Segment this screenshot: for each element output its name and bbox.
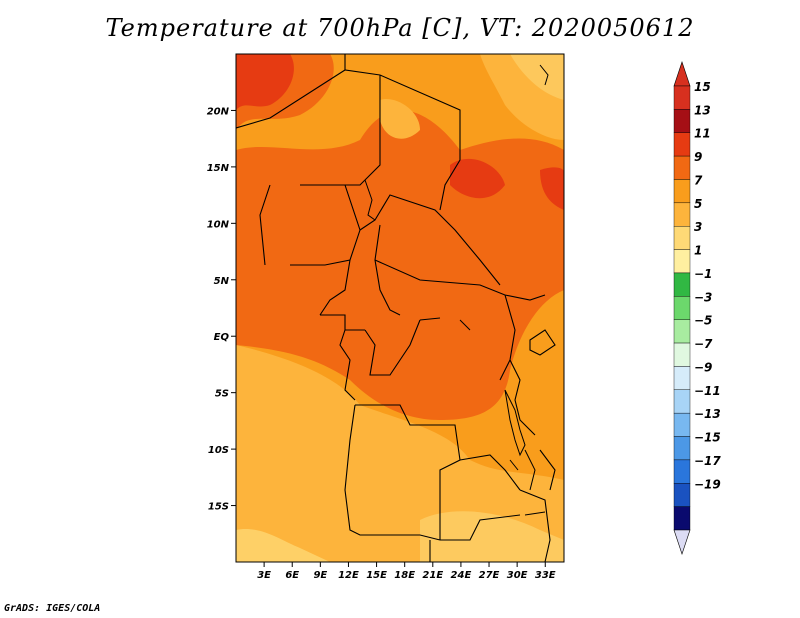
lon-tick-label: 6E — [285, 570, 299, 581]
colorbar-label: 7 — [694, 173, 703, 187]
colorbar-segment — [673, 319, 691, 344]
latitude-axis: 20N 15N 10N 5N EQ 5S 10S 15S — [207, 106, 236, 513]
lon-tick-label: 21E — [422, 570, 443, 581]
colorbar-bottom-arrow — [673, 529, 691, 555]
lat-tick-label: 15S — [208, 502, 229, 513]
colorbar-label: 5 — [694, 197, 702, 211]
colorbar-segment — [673, 412, 691, 437]
colorbar-segment — [673, 132, 691, 157]
lon-tick-label: 33E — [535, 570, 556, 581]
colorbar-segment — [673, 226, 691, 250]
temperature-field-cool-ne-light — [510, 54, 564, 100]
colorbar-label: −5 — [694, 314, 712, 328]
map-frame — [235, 53, 565, 563]
colorbar-label: −13 — [694, 407, 721, 421]
colorbar-segment — [673, 272, 691, 297]
colorbar-segment — [673, 436, 691, 461]
colorbar-segment — [673, 179, 691, 204]
lat-tick-label: 10S — [208, 445, 229, 456]
colorbar-segment — [673, 155, 691, 180]
map-title: Temperature at 700hPa [C], VT: 202005061… — [105, 14, 695, 42]
colorbar-segment — [673, 506, 691, 531]
colorbar-segment — [673, 202, 691, 227]
colorbar-label: −11 — [694, 384, 721, 398]
colorbar-label: 9 — [694, 150, 702, 164]
colorbar-label: −19 — [694, 477, 721, 491]
colorbar-label: 15 — [694, 80, 711, 94]
longitude-axis: 3E 6E 9E 12E 15E 18E 21E 24E 27E 30E 33E — [257, 562, 556, 581]
colorbar-segment — [673, 459, 691, 484]
temperature-field-south-light — [236, 529, 330, 562]
lon-tick-label: 9E — [313, 570, 327, 581]
colorbar-segment — [673, 109, 691, 133]
colorbar-segment — [673, 85, 691, 110]
lat-tick-label: 15N — [207, 163, 230, 174]
lat-tick-label: 20N — [207, 106, 230, 117]
lon-tick-label: 24E — [451, 570, 472, 581]
grads-credit: GrADS: IGES/COLA — [4, 603, 101, 614]
lakes — [364, 64, 549, 516]
lon-tick-label: 3E — [257, 570, 271, 581]
temperature-field-hot-ne — [450, 158, 505, 199]
colorbar-segment — [673, 389, 691, 414]
colorbar-label: −3 — [694, 290, 712, 304]
colorbar-top-arrow — [673, 61, 691, 87]
colorbar-segment — [673, 483, 691, 507]
colorbar: 15 13 11 9 7 5 3 1 −1 −3 −5 −7 −9 −11 −13 −15 −17 −19 — [673, 61, 721, 555]
lat-tick-label: EQ — [214, 332, 230, 343]
colorbar-label: 13 — [694, 103, 711, 117]
lon-tick-label: 27E — [479, 570, 500, 581]
colorbar-label: −17 — [694, 454, 721, 468]
lat-tick-label: 10N — [207, 219, 230, 230]
colorbar-label: 11 — [694, 127, 711, 141]
colorbar-label: 1 — [694, 244, 702, 258]
colorbar-label: −7 — [694, 337, 713, 351]
temperature-field-southeast-light — [420, 511, 564, 562]
colorbar-segment — [673, 296, 691, 320]
colorbar-segment — [673, 342, 691, 367]
temperature-field-south — [236, 345, 564, 562]
colorbar-label: −15 — [694, 431, 721, 445]
temperature-field-hot-nw — [236, 54, 294, 110]
temperature-field-cool-north — [380, 99, 420, 139]
colorbar-segment — [673, 249, 691, 274]
lon-tick-label: 30E — [507, 570, 528, 581]
colorbar-label: 3 — [694, 220, 702, 234]
colorbar-segment — [673, 366, 691, 390]
colorbar-label: −1 — [694, 267, 712, 281]
colorbar-label: −9 — [694, 360, 712, 374]
lat-tick-label: 5S — [215, 389, 229, 400]
lon-tick-label: 15E — [366, 570, 387, 581]
lat-tick-label: 5N — [214, 276, 230, 287]
temperature-field-hot-east — [540, 167, 564, 210]
lon-tick-label: 18E — [394, 570, 415, 581]
lon-tick-label: 12E — [338, 570, 359, 581]
